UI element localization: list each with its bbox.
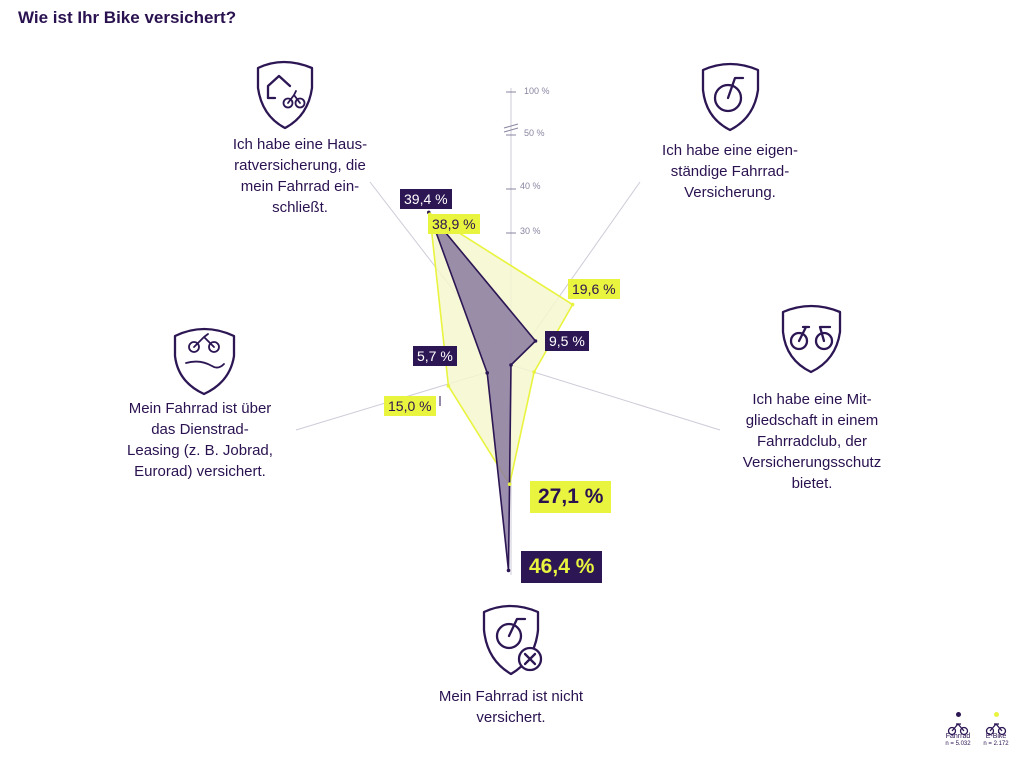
- data-point-nicht-fahrrad: [506, 568, 511, 573]
- bike-cross-shield-icon: [482, 604, 543, 676]
- tick-label-100: 100 %: [524, 86, 550, 96]
- category-label-club: Ich habe eine Mit- gliedschaft in einem …: [742, 391, 882, 492]
- data-label-club-fahrrad: 9,5 %: [545, 331, 589, 351]
- data-label-hausrat-fahrrad: 39,4 %: [400, 189, 452, 209]
- data-label-nicht-fahrrad: 46,4 %: [521, 551, 603, 583]
- data-point-nicht-ebike: [507, 482, 512, 487]
- legend-n-ebike: n = 2.172: [983, 741, 1009, 747]
- legend-bike-icon-ebike: [985, 723, 1007, 736]
- bike-shield-icon: [701, 62, 760, 132]
- data-label-leasing-fahrrad: 5,7 %: [413, 346, 457, 366]
- data-point-eigen-fahrrad: [533, 339, 538, 343]
- category-label-hausrat: Ich habe eine Haus- ratversicherung, die…: [232, 136, 368, 216]
- house-bike-shield-icon: [256, 60, 314, 130]
- data-point-leasing-ebike: [446, 384, 451, 388]
- tick-label-50: 50 %: [524, 128, 545, 138]
- data-point-eigen-ebike: [570, 302, 575, 307]
- legend-dot-ebike: [993, 712, 999, 717]
- axis-break-icon: [503, 123, 519, 133]
- chart-title: Wie ist Ihr Bike versichert?: [18, 8, 237, 27]
- category-label-nicht: Mein Fahrrad ist nicht versichert.: [438, 688, 584, 726]
- legend-n-fahrrad: n = 5.032: [945, 741, 971, 747]
- legend-name-fahrrad: Fahrrad: [945, 733, 971, 740]
- series-polygon-fahrrad: [427, 211, 537, 572]
- category-label-leasing: Mein Fahrrad ist über das Dienstrad- Lea…: [127, 400, 273, 480]
- hand-bike-shield-icon: [173, 327, 236, 396]
- legend-dot-fahrrad: [955, 712, 961, 717]
- tick-label-40: 40 %: [520, 181, 541, 191]
- data-label-hausrat-ebike: 38,9 %: [428, 214, 480, 234]
- legend-bike-icon-fahrrad: [947, 723, 969, 736]
- two-bikes-shield-icon: [781, 304, 842, 374]
- tick-label-30: 30 %: [520, 226, 541, 236]
- data-point-leasing-fahrrad: [485, 371, 490, 375]
- data-label-nicht-ebike: 27,1 %: [530, 481, 612, 513]
- legend-name-ebike: E-Bike: [985, 733, 1007, 740]
- data-label-leasing-ebike: 15,0 %: [384, 396, 436, 416]
- data-label-eigen-ebike: 19,6 %: [568, 279, 620, 299]
- category-label-eigen: Ich habe eine eigen- ständige Fahrrad- V…: [662, 142, 798, 201]
- data-point-club-ebike: [532, 370, 536, 374]
- legend-item-ebike: E-Bike n = 2.172: [976, 712, 1016, 748]
- axis-line-club: [510, 364, 721, 431]
- tick-marks: [506, 91, 516, 234]
- legend-item-fahrrad: Fahrrad n = 5.032: [938, 712, 978, 748]
- data-point-club-fahrrad: [509, 363, 513, 367]
